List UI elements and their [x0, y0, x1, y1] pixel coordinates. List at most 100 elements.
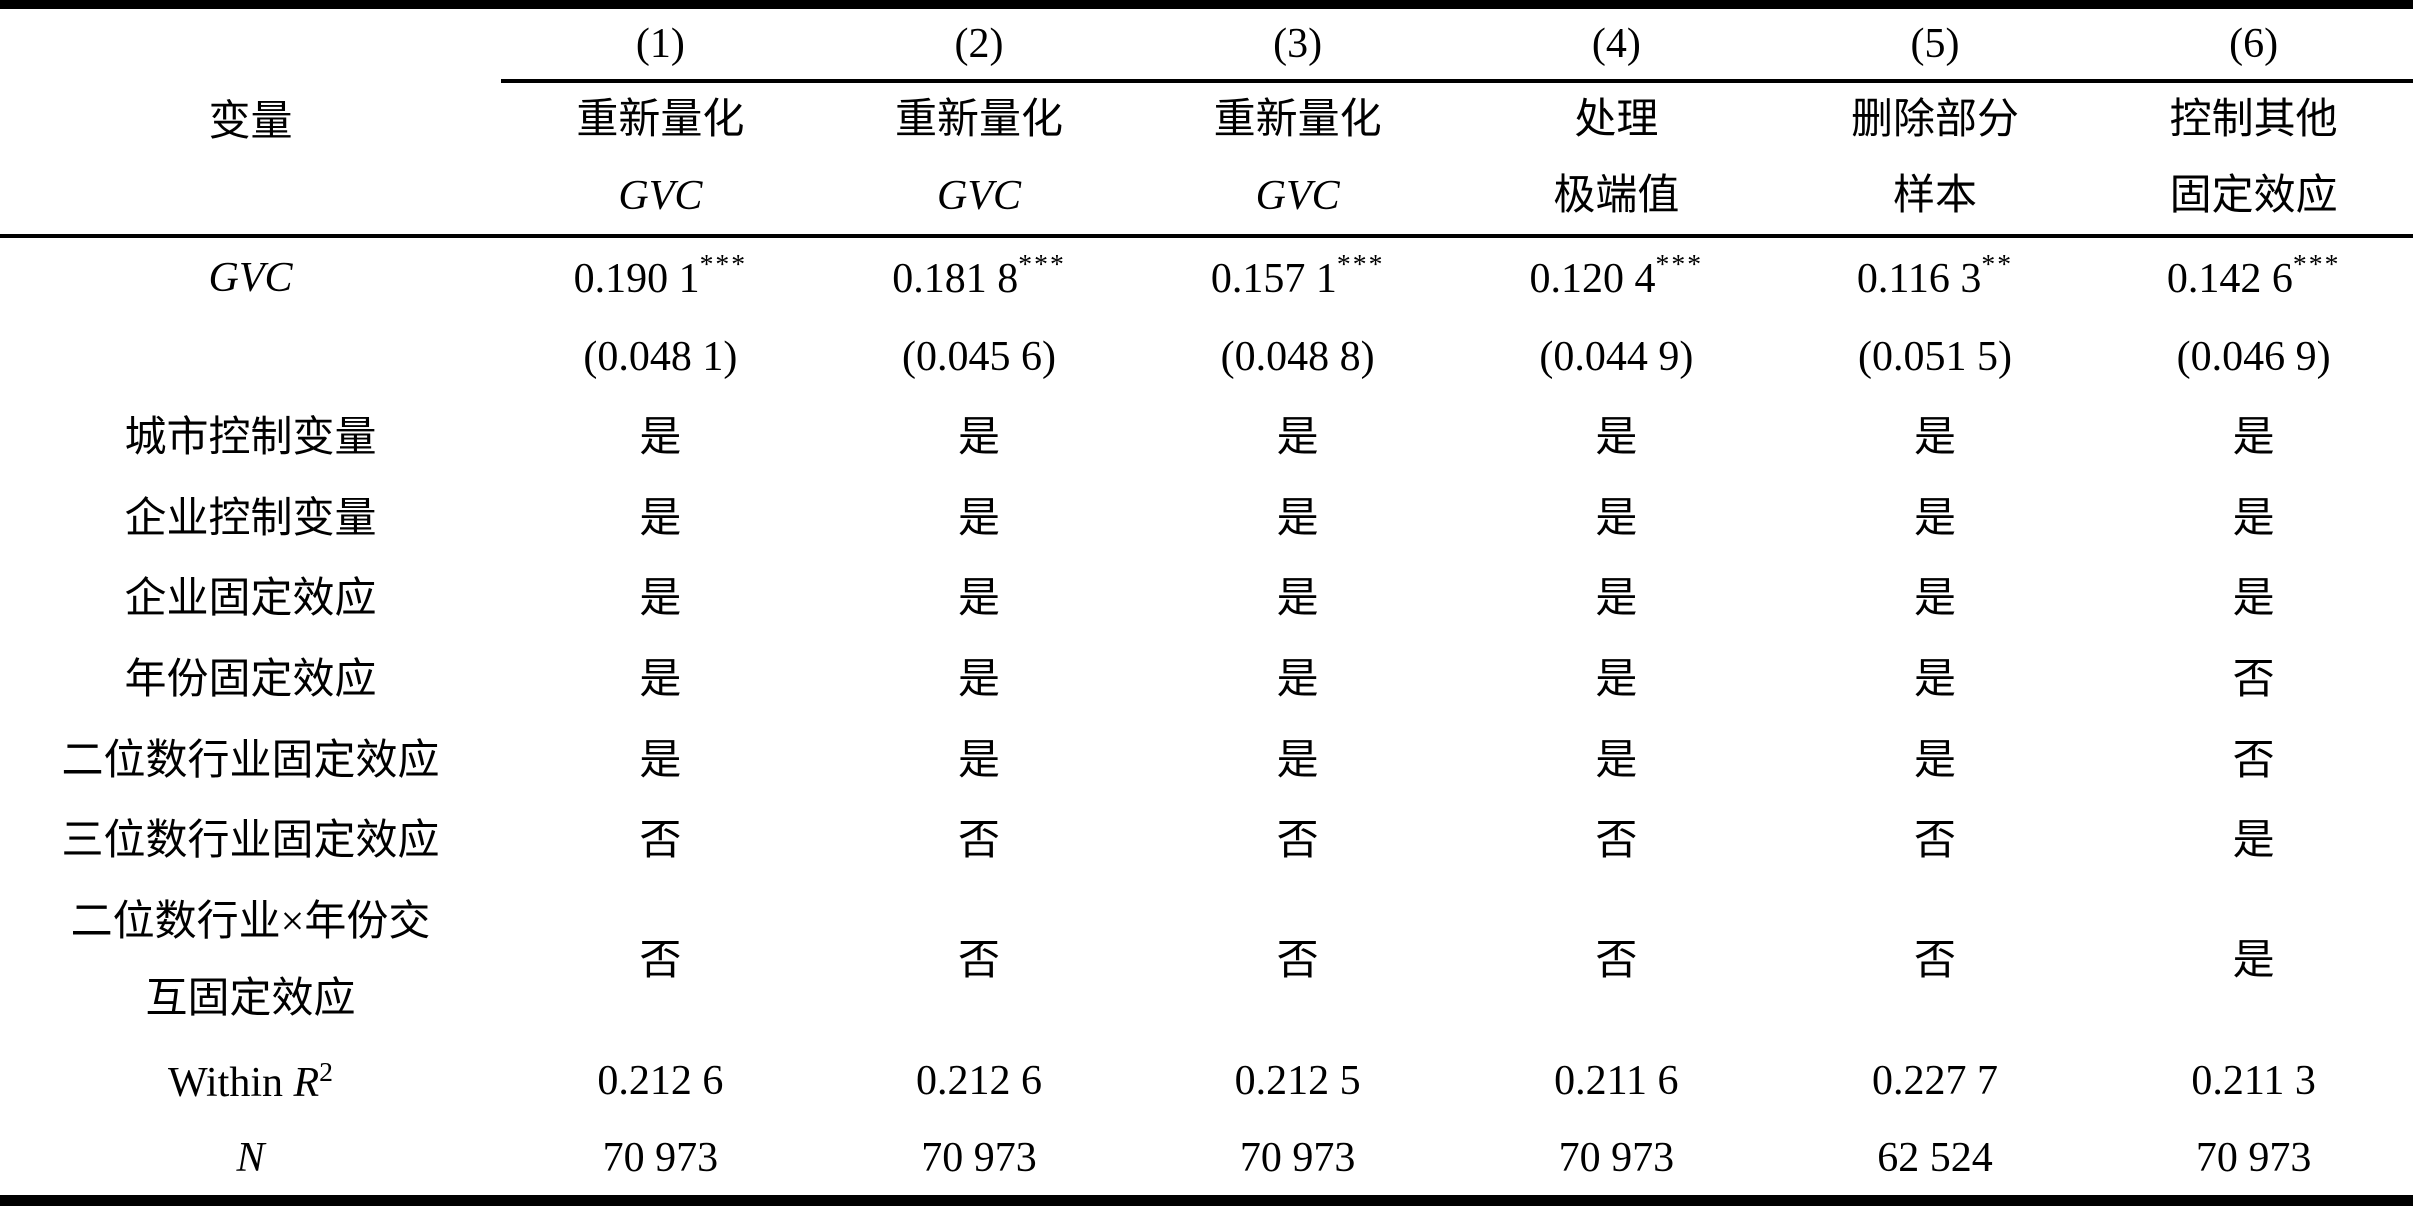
- value-cell: 0.212 6: [916, 1058, 1043, 1105]
- value-cell: 是: [1913, 737, 1956, 784]
- coefficient: 0.116 3: [1856, 256, 1982, 303]
- value-cell: (0.045 6): [902, 334, 1056, 381]
- value-cell: 否: [1595, 818, 1638, 865]
- value-cell: 是: [1913, 657, 1956, 704]
- table-row-year-fixed-effects: 年份固定效应 是 是 是 是 是 否: [0, 640, 2413, 721]
- value-cell: 0.212 5: [1234, 1058, 1361, 1105]
- value-cell: 否: [958, 938, 1001, 985]
- value-cell: 是: [1595, 657, 1638, 704]
- value-cell: 否: [1913, 818, 1956, 865]
- row-label: GVC: [208, 254, 293, 301]
- column-2-number: (2): [819, 4, 1139, 84]
- row-label: 企业固定效应: [124, 576, 377, 623]
- table-row-2digit-industry-fixed-effects: 二位数行业固定效应 是 是 是 是 是 否: [0, 720, 2413, 801]
- value-cell: 是: [2232, 938, 2275, 985]
- value-cell: 是: [1913, 495, 1956, 542]
- value-cell: 是: [958, 415, 1001, 462]
- value-cell: 0.211 3: [2191, 1058, 2316, 1105]
- value-cell: 0.212 6: [597, 1058, 724, 1105]
- row-label: 城市控制变量: [124, 415, 377, 462]
- value-cell: 否: [639, 938, 682, 985]
- value-cell: 是: [958, 737, 1001, 784]
- column-1-subtitle: GVC: [501, 157, 820, 239]
- value-cell: 是: [958, 495, 1001, 542]
- value-cell: 62 524: [1877, 1135, 1993, 1182]
- column-3-subtitle: GVC: [1138, 157, 1457, 239]
- value-cell: 70 973: [1239, 1135, 1356, 1182]
- value-cell: 是: [1276, 737, 1319, 784]
- value-cell: 否: [1595, 938, 1638, 985]
- header-row-title-line2: GVC GVC GVC 极端值 样本 固定效应: [0, 157, 2413, 239]
- value-cell: 是: [639, 495, 682, 542]
- value-cell: 是: [2232, 576, 2275, 623]
- table-row-industry-year-interaction-fixed-effects: 二位数行业×年份交 互固定效应 否 否 否 否 否 是: [0, 882, 2413, 1041]
- row-label: 三位数行业固定效应: [61, 818, 440, 865]
- column-3-title: 重新量化: [1213, 97, 1382, 144]
- row-label: [0, 317, 501, 398]
- header-row-title-line1: 重新量化 重新量化 重新量化 处理 删除部分 控制其他: [0, 81, 2413, 158]
- value-cell: 是: [639, 657, 682, 704]
- significance-stars: ***: [1336, 248, 1385, 280]
- value-cell: 0.116 3**: [1776, 236, 2095, 317]
- row-label-line1: 二位数行业×年份交: [70, 898, 431, 945]
- table-row-gvc-coefficient: GVC 0.190 1*** 0.181 8*** 0.157 1*** 0.1…: [0, 236, 2413, 317]
- row-label: 二位数行业×年份交 互固定效应: [0, 882, 501, 1041]
- value-cell: 是: [2232, 495, 2275, 542]
- column-5-subtitle: 样本: [1775, 157, 2095, 239]
- column-6-number: (6): [2094, 4, 2413, 84]
- header-row-numbers: 变量 (1) (2) (3) (4) (5) (6): [0, 4, 2413, 239]
- value-cell: (0.046 9): [2176, 334, 2331, 381]
- significance-stars: ***: [699, 248, 748, 280]
- value-cell: 否: [958, 818, 1001, 865]
- coefficient: 0.190 1: [573, 256, 700, 303]
- significance-stars: ***: [2292, 248, 2341, 280]
- value-cell: 是: [2232, 415, 2275, 462]
- column-1-title: 重新量化: [576, 97, 745, 144]
- value-cell: 是: [1595, 495, 1638, 542]
- value-cell: 70 973: [921, 1135, 1037, 1182]
- value-cell: 0.190 1***: [501, 236, 820, 317]
- value-cell: 0.181 8***: [820, 236, 1139, 317]
- column-6-title: 控制其他: [2169, 97, 2338, 144]
- value-cell: 70 973: [2195, 1135, 2312, 1182]
- value-cell: 是: [1595, 737, 1638, 784]
- value-cell: 0.120 4***: [1457, 236, 1776, 317]
- column-4-title: 处理: [1574, 97, 1659, 144]
- table-row-gvc-standard-errors: (0.048 1) (0.045 6) (0.048 8) (0.044 9) …: [0, 317, 2413, 398]
- column-1-number: (1): [501, 4, 820, 84]
- table-row-within-r2: Within R2 0.212 6 0.212 6 0.212 5 0.211 …: [0, 1041, 2413, 1122]
- variable-header-cell: 变量: [0, 4, 502, 239]
- column-4-number: (4): [1457, 4, 1776, 84]
- value-cell: (0.048 8): [1220, 334, 1375, 381]
- significance-stars: ***: [1018, 248, 1066, 280]
- value-cell: 是: [1595, 576, 1638, 623]
- significance-stars: **: [1981, 248, 2014, 280]
- value-cell: 0.142 6***: [2094, 236, 2413, 317]
- table-row-3digit-industry-fixed-effects: 三位数行业固定效应 否 否 否 否 否 是: [0, 801, 2413, 882]
- value-cell: 是: [2232, 818, 2275, 865]
- value-cell: 是: [1276, 576, 1319, 623]
- column-5-number: (5): [1775, 4, 2095, 84]
- row-label: 年份固定效应: [124, 657, 377, 704]
- row-label: 企业控制变量: [124, 495, 377, 542]
- coefficient: 0.181 8: [892, 256, 1019, 303]
- value-cell: (0.051 5): [1857, 334, 2012, 381]
- column-3-number: (3): [1138, 4, 1457, 84]
- value-cell: 否: [1276, 938, 1319, 985]
- value-cell: 是: [1276, 657, 1319, 704]
- value-cell: 是: [1276, 495, 1319, 542]
- value-cell: 70 973: [1558, 1135, 1675, 1182]
- column-6-subtitle: 固定效应: [2094, 157, 2413, 239]
- value-cell: 是: [958, 657, 1001, 704]
- value-cell: 否: [2232, 737, 2275, 784]
- value-cell: 是: [639, 737, 682, 784]
- value-cell: 0.227 7: [1871, 1058, 1998, 1105]
- r-exponent: 2: [319, 1055, 333, 1087]
- value-cell: 是: [958, 576, 1001, 623]
- column-2-title: 重新量化: [895, 97, 1064, 144]
- value-cell: 70 973: [602, 1135, 719, 1182]
- table-row-observations: N 70 973 70 973 70 973 70 973 62 524 70 …: [0, 1122, 2413, 1201]
- column-5-title: 删除部分: [1850, 97, 2019, 144]
